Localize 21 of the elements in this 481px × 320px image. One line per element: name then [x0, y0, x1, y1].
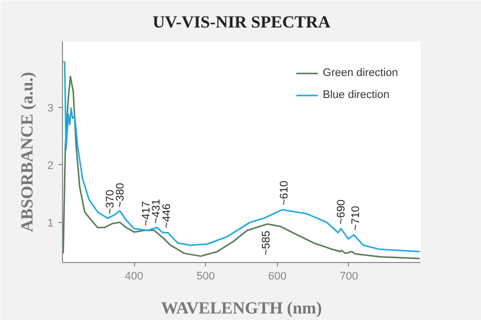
annotation: ~431: [150, 198, 162, 224]
x-tick-label: 400: [124, 270, 144, 282]
annotation: ~710: [350, 206, 362, 231]
annotation: ~380: [114, 182, 126, 208]
annotation: ~417: [140, 201, 152, 226]
legend-label: Blue direction: [322, 89, 390, 101]
legend-label: Green direction: [322, 67, 398, 79]
annotation: ~370: [104, 190, 116, 215]
x-tick-label: 600: [268, 270, 286, 282]
annotation: ~585: [260, 230, 273, 256]
y-tick-label: 1: [47, 217, 54, 230]
y-tick-label: 3: [47, 102, 54, 115]
x-tick-label: 500: [196, 270, 215, 282]
annotation: ~446: [161, 204, 174, 228]
annotation: ~610: [278, 180, 290, 206]
y-axis-title: ABSORBANCE (a.u.): [17, 72, 36, 232]
x-axis-title: WAVELENGTH (nm): [161, 298, 322, 318]
y-tick-label: 2: [47, 160, 54, 172]
x-tick-label: 700: [340, 270, 358, 282]
chart-title: UV-VIS-NIR SPECTRA: [152, 12, 332, 32]
annotation: ~690: [336, 200, 348, 224]
